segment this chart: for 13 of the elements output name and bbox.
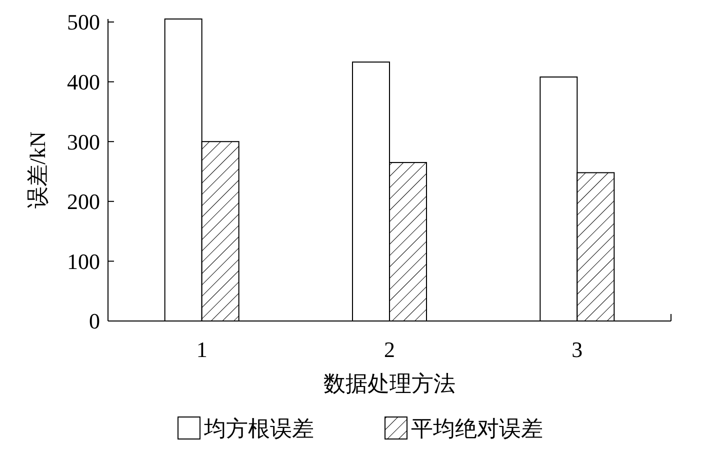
legend-label: 平均绝对误差 — [411, 416, 543, 441]
y-tick-label: 400 — [67, 69, 100, 94]
x-tick-label: 2 — [384, 337, 395, 362]
x-tick-label: 3 — [572, 337, 583, 362]
y-tick-label: 500 — [67, 10, 100, 35]
x-tick-label: 1 — [196, 337, 208, 362]
x-axis-title: 数据处理方法 — [324, 371, 456, 396]
y-tick-label: 0 — [89, 308, 100, 334]
legend-label: 均方根误差 — [203, 416, 314, 441]
y-tick-label: 300 — [67, 129, 100, 154]
y-axis-title: 误差/kN — [25, 131, 50, 208]
y-tick-label: 200 — [67, 189, 100, 214]
y-tick-label: 100 — [67, 248, 100, 274]
